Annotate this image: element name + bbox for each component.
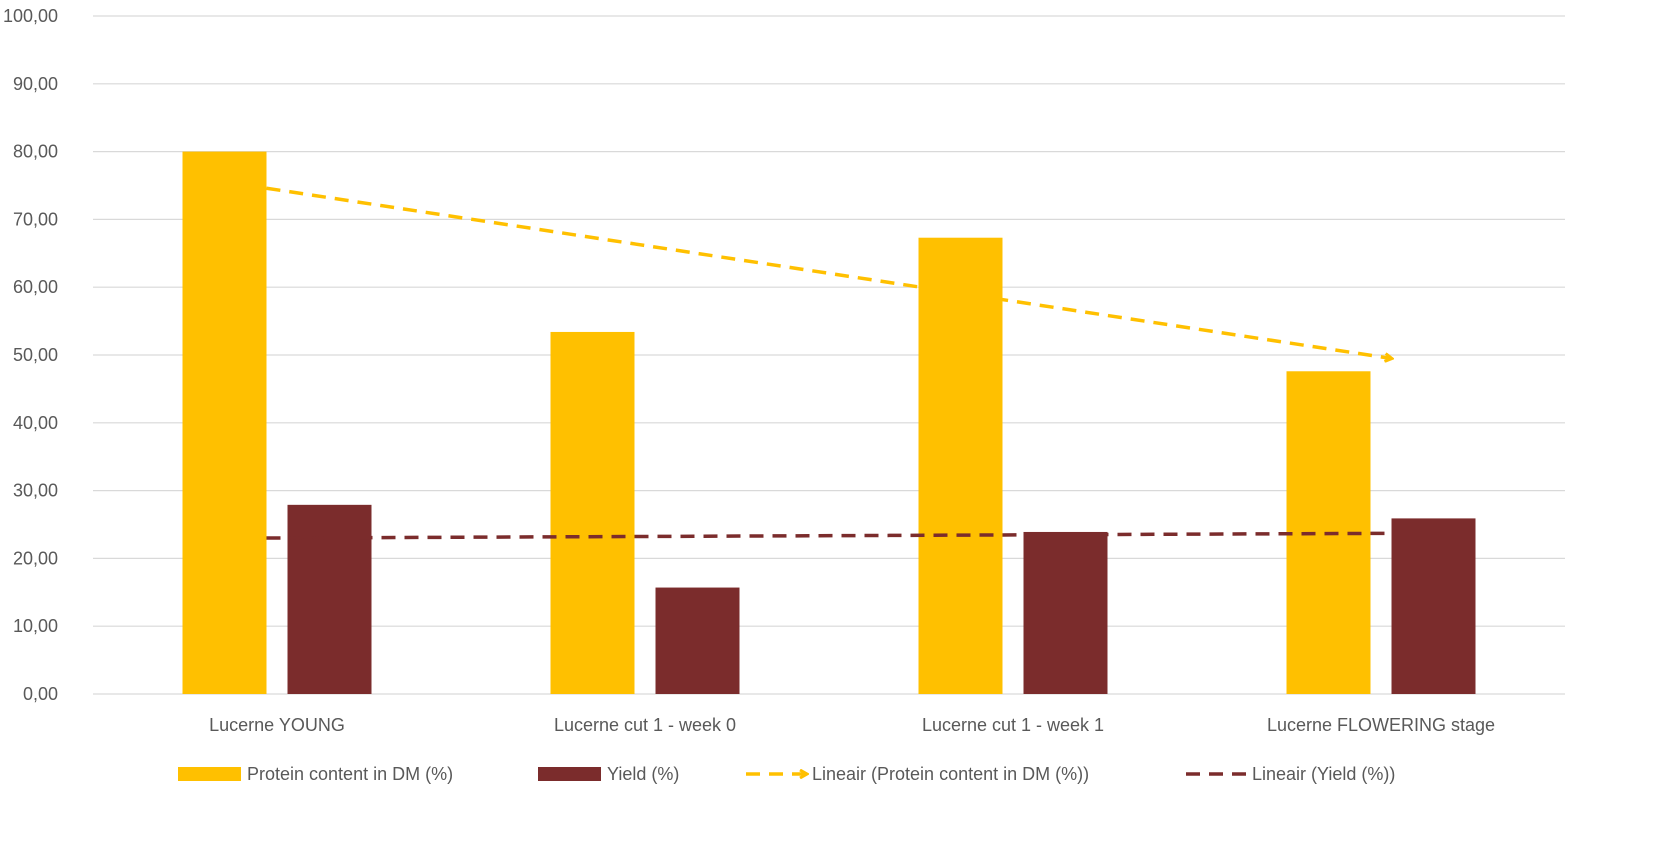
x-category-label: Lucerne YOUNG: [209, 715, 345, 735]
trendlines: [266, 186, 1392, 540]
y-tick-label: 10,00: [13, 616, 58, 636]
y-tick-label: 0,00: [23, 684, 58, 704]
y-tick-label: 90,00: [13, 74, 58, 94]
y-tick-label: 40,00: [13, 413, 58, 433]
legend-label: Lineair (Yield (%)): [1252, 764, 1395, 784]
x-category-label: Lucerne cut 1 - week 1: [922, 715, 1104, 735]
y-tick-label: 100,00: [3, 6, 58, 26]
legend-label: Yield (%): [607, 764, 679, 784]
bar-yield: [1023, 531, 1108, 694]
trendline-protein: [266, 186, 1392, 358]
y-tick-label: 30,00: [13, 481, 58, 501]
bar-protein: [550, 331, 635, 694]
legend-swatch-yield: [538, 767, 601, 781]
legend-label: Lineair (Protein content in DM (%)): [812, 764, 1089, 784]
bar-protein: [918, 237, 1003, 694]
bar-yield: [655, 587, 740, 694]
y-tick-label: 70,00: [13, 209, 58, 229]
y-axis: 0,00 10,00 20,00 30,00 40,00 50,00 60,00 70,00 8…: [3, 6, 58, 704]
y-tick-label: 80,00: [13, 142, 58, 162]
legend-label: Protein content in DM (%): [247, 764, 453, 784]
y-tick-label: 60,00: [13, 277, 58, 297]
y-tick-label: 20,00: [13, 548, 58, 568]
x-axis: Lucerne YOUNG Lucerne cut 1 - week 0 Lucer…: [209, 715, 1495, 735]
legend: Protein content in DM (%) Yield (%) Lineai…: [178, 764, 1395, 784]
legend-swatch-protein: [178, 767, 241, 781]
y-tick-label: 50,00: [13, 345, 58, 365]
bar-yield: [287, 504, 372, 694]
bar-yield: [1391, 518, 1476, 694]
x-category-label: Lucerne FLOWERING stage: [1267, 715, 1495, 735]
x-category-label: Lucerne cut 1 - week 0: [554, 715, 736, 735]
trendline-yield: [266, 531, 1392, 540]
bar-protein: [182, 151, 267, 695]
